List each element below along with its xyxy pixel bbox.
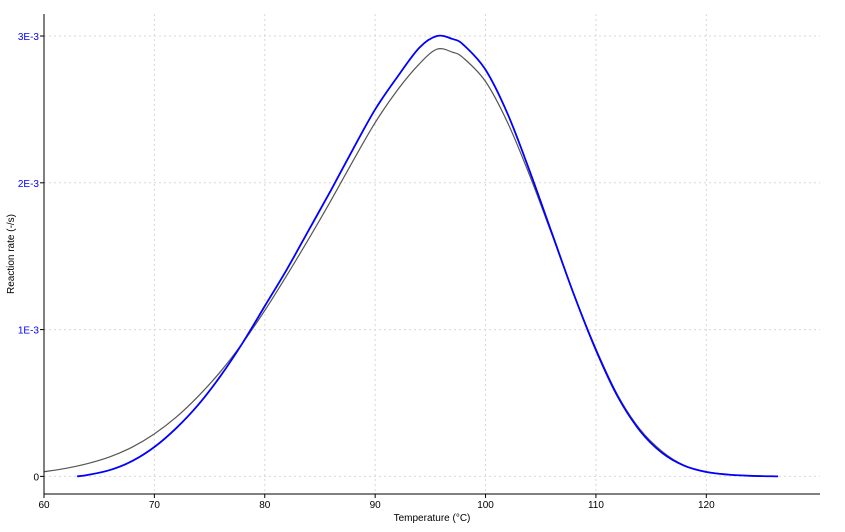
x-tick-label: 70 — [149, 500, 161, 511]
series-line-blue — [76, 34, 779, 478]
grid-layer — [43, 14, 820, 494]
x-tick-label: 100 — [477, 500, 494, 511]
series-layer — [43, 34, 779, 478]
x-tick-label: 60 — [38, 500, 50, 511]
y-tick-label: 3E-3 — [18, 32, 40, 43]
x-tick-label: 120 — [698, 500, 715, 511]
series-line-gray — [43, 48, 779, 477]
y-axis-title: Reaction rate (-/s) — [6, 214, 17, 294]
x-axis-title: Temperature (°C) — [394, 513, 471, 524]
x-tick-label: 110 — [588, 500, 604, 511]
y-tick-label: 0 — [33, 472, 39, 483]
y-tick-label: 2E-3 — [18, 179, 40, 190]
x-tick-label: 80 — [259, 500, 271, 511]
axis-layer — [43, 14, 820, 495]
y-tick-label: 1E-3 — [18, 326, 40, 337]
tick-layer: 60 70 80 90 100 110 120 0 1E-3 2E-3 3E-3 — [18, 32, 715, 511]
x-tick-label: 90 — [370, 500, 382, 511]
